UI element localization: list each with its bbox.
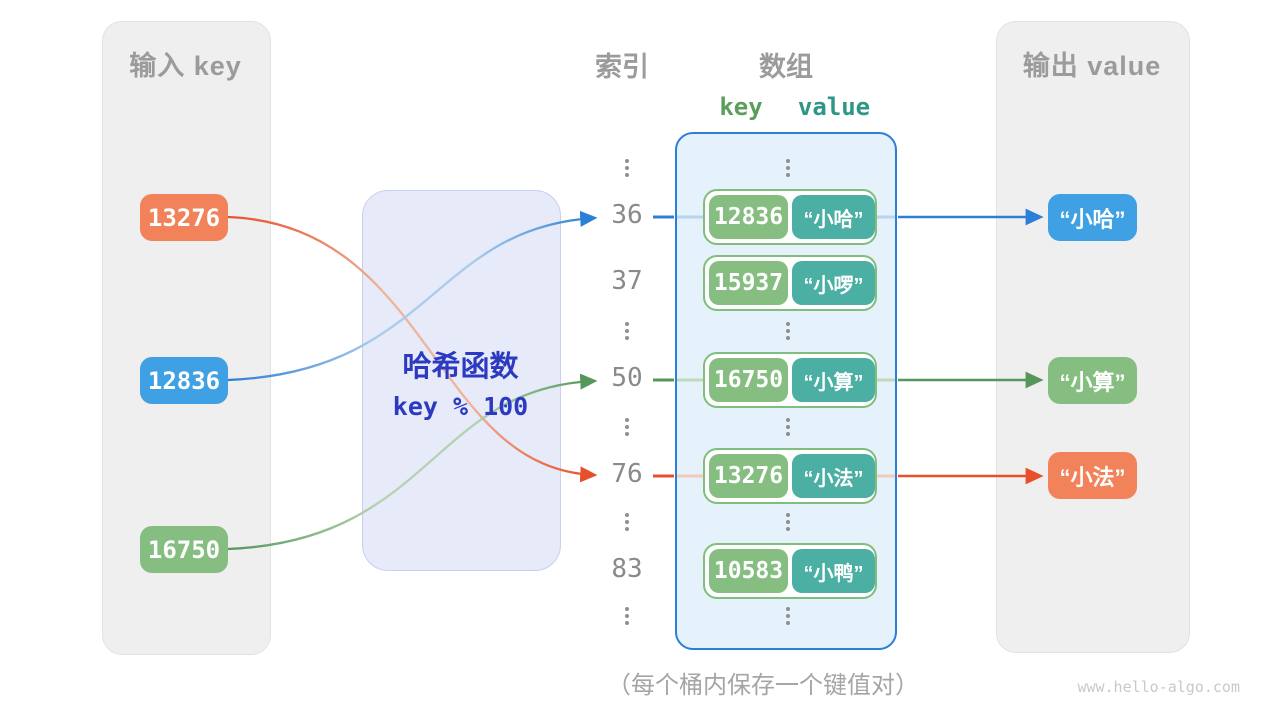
pair-row-37: 15937 “小啰” (703, 255, 877, 311)
array-column-header: 数组 (759, 52, 813, 82)
index-50: 50 (611, 363, 643, 393)
index-37: 37 (611, 266, 643, 296)
site-watermark: www.hello-algo.com (1077, 678, 1240, 696)
index-column-header: 索引 (595, 52, 649, 82)
pair-key: 15937 (709, 261, 788, 305)
pair-value: “小法” (792, 454, 875, 498)
output-value-panel (996, 21, 1190, 653)
pair-row-36: 12836 “小哈” (703, 189, 877, 245)
pair-row-83: 10583 “小鸭” (703, 543, 877, 599)
input-key-box-16750: 16750 (140, 526, 228, 573)
index-ellipsis (625, 322, 629, 340)
key-column-label: key (719, 93, 763, 121)
pair-row-76: 13276 “小法” (703, 448, 877, 504)
input-key-box-13276: 13276 (140, 194, 228, 241)
array-ellipsis (786, 322, 790, 340)
pair-value: “小哈” (792, 195, 875, 239)
index-83: 83 (611, 554, 643, 584)
array-ellipsis (786, 513, 790, 531)
index-ellipsis (625, 159, 629, 177)
output-value-box-xiaoha: “小哈” (1048, 194, 1137, 241)
pair-value: “小啰” (792, 261, 875, 305)
output-panel-title: 输出 value (1022, 51, 1162, 81)
diagram-caption: （每个桶内保存一个键值对） (607, 672, 919, 699)
hash-function-title: 哈希函数 (402, 351, 519, 383)
pair-key: 10583 (709, 549, 788, 593)
pair-key: 13276 (709, 454, 788, 498)
output-value-box-xiaofa: “小法” (1048, 452, 1137, 499)
output-value-box-xiaosuan: “小算” (1048, 357, 1137, 404)
index-ellipsis (625, 607, 629, 625)
index-ellipsis (625, 513, 629, 531)
pair-value: “小鸭” (792, 549, 875, 593)
array-ellipsis (786, 159, 790, 177)
array-ellipsis (786, 418, 790, 436)
index-ellipsis (625, 418, 629, 436)
value-column-label: value (797, 93, 871, 121)
input-panel-title: 输入 key (129, 51, 242, 81)
hash-function-formula: key % 100 (392, 392, 529, 421)
index-76: 76 (611, 459, 643, 489)
pair-key: 16750 (709, 358, 788, 402)
index-36: 36 (611, 200, 643, 230)
array-ellipsis (786, 607, 790, 625)
pair-key: 12836 (709, 195, 788, 239)
pair-value: “小算” (792, 358, 875, 402)
pair-row-50: 16750 “小算” (703, 352, 877, 408)
input-key-box-12836: 12836 (140, 357, 228, 404)
